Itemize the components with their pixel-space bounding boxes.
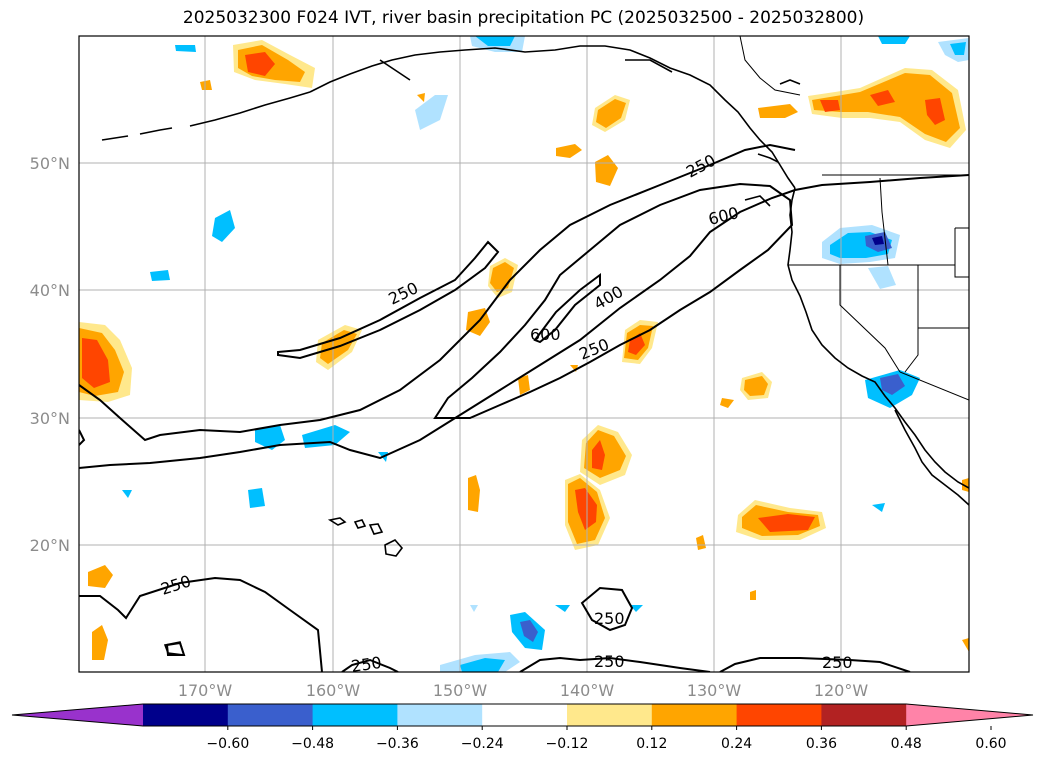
- colorbar-segment: [821, 704, 907, 726]
- coastlines: [101, 45, 969, 656]
- precip-anomaly-fills: [79, 36, 969, 672]
- lon-label: 120°W: [814, 681, 869, 700]
- lon-label: 160°W: [306, 681, 361, 700]
- lon-label: 170°W: [178, 681, 233, 700]
- borders: [739, 36, 969, 401]
- lat-label: 20°N: [30, 536, 70, 555]
- lat-label: 40°N: [30, 281, 70, 300]
- colorbar-tick-label: 0.24: [721, 736, 752, 752]
- colorbar-tick-label: 0.60: [975, 736, 1006, 752]
- colorbar-tick-label: −0.12: [546, 736, 589, 752]
- colorbar-segment: [227, 704, 314, 726]
- graticule: [79, 36, 969, 672]
- colorbar-extend-min: [12, 704, 143, 726]
- colorbar-segment: [482, 704, 568, 726]
- contour-label: 250: [822, 653, 853, 672]
- ivt-contours: [79, 143, 969, 672]
- colorbar-segment: [651, 704, 738, 726]
- colorbar-segment: [567, 704, 653, 726]
- map-title: 2025032300 F024 IVT, river basin precipi…: [182, 8, 865, 28]
- latitude-labels: 50°N 40°N 30°N 20°N: [30, 154, 70, 555]
- colorbar-tick-label: −0.24: [461, 736, 504, 752]
- lon-label: 150°W: [433, 681, 488, 700]
- colorbar-tick-label: −0.48: [291, 736, 334, 752]
- longitude-labels: 170°W 160°W 150°W 140°W 130°W 120°W: [178, 681, 869, 700]
- lon-label: 130°W: [687, 681, 742, 700]
- map-frame: [78, 35, 970, 673]
- lat-label: 50°N: [30, 154, 70, 173]
- colorbar-extend-max: [906, 704, 1033, 726]
- lon-label: 140°W: [560, 681, 615, 700]
- colorbar-tick-label: 0.36: [806, 736, 837, 752]
- colorbar-outline: [11, 703, 1034, 727]
- colorbar-segment: [736, 704, 822, 726]
- contour-label: 250: [594, 609, 625, 628]
- colorbar-segment: [397, 704, 483, 726]
- colorbar-tick-label: 0.12: [636, 736, 667, 752]
- map-area: 250 600 400 600 250 250 250 250 250 250 …: [79, 36, 969, 676]
- contour-label: 250: [594, 652, 625, 671]
- colorbar-tick-label: 0.48: [891, 736, 922, 752]
- colorbar: −0.60 −0.48 −0.36 −0.24 −0.12 0.12 0.24 0.36 0.4…: [11, 703, 1034, 752]
- colorbar-segment: [312, 704, 398, 726]
- contour-label: 250: [350, 653, 383, 676]
- colorbar-tick-label: −0.36: [376, 736, 419, 752]
- colorbar-tick-label: −0.60: [206, 736, 249, 752]
- contour-label: 600: [530, 325, 561, 344]
- lat-label: 30°N: [30, 409, 70, 428]
- colorbar-segment: [143, 704, 229, 726]
